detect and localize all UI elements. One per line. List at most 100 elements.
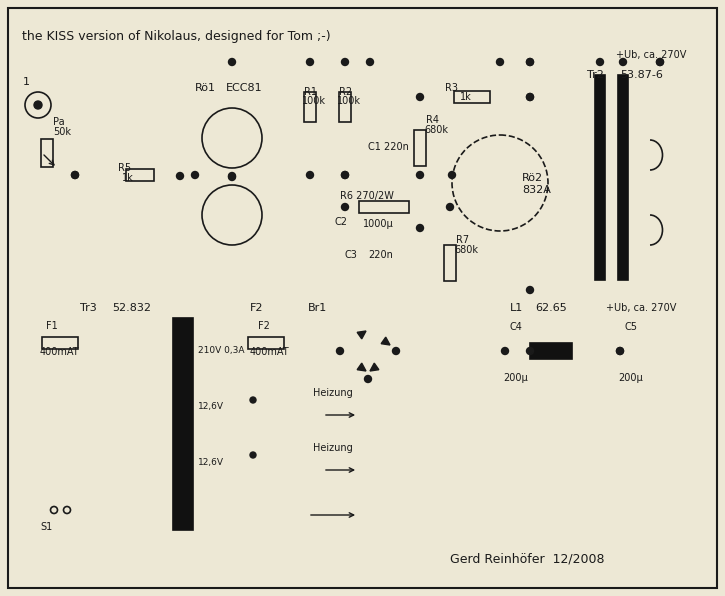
Circle shape <box>341 172 349 178</box>
Circle shape <box>447 203 454 210</box>
Text: 1000µ: 1000µ <box>363 219 394 229</box>
Circle shape <box>72 172 78 178</box>
Circle shape <box>526 58 534 66</box>
Text: R1: R1 <box>304 87 317 97</box>
Circle shape <box>228 172 236 179</box>
Bar <box>248 337 284 349</box>
Polygon shape <box>357 363 366 371</box>
Bar <box>304 92 316 122</box>
Circle shape <box>34 101 42 109</box>
Text: Tr2: Tr2 <box>587 70 604 80</box>
Text: F2: F2 <box>250 303 263 313</box>
Polygon shape <box>370 363 379 371</box>
Text: Heizung: Heizung <box>313 443 353 453</box>
Text: 50k: 50k <box>53 127 71 137</box>
Circle shape <box>72 172 78 178</box>
Text: Heizung: Heizung <box>313 388 353 398</box>
Text: 680k: 680k <box>454 245 478 255</box>
Text: R2: R2 <box>339 87 352 97</box>
Circle shape <box>341 58 349 66</box>
Polygon shape <box>381 337 390 345</box>
Text: R5: R5 <box>118 163 131 173</box>
Text: C3: C3 <box>345 250 358 260</box>
Text: Br1: Br1 <box>308 303 327 313</box>
Bar <box>173 318 193 530</box>
Circle shape <box>497 58 503 66</box>
Circle shape <box>416 225 423 231</box>
Circle shape <box>228 173 236 181</box>
Text: F2: F2 <box>258 321 270 331</box>
Circle shape <box>416 172 423 178</box>
Text: R4: R4 <box>426 115 439 125</box>
Circle shape <box>392 347 399 355</box>
Bar <box>618 75 628 280</box>
Circle shape <box>657 58 663 66</box>
Text: R3: R3 <box>445 83 458 93</box>
Circle shape <box>526 347 534 355</box>
Text: +Ub, ca. 270V: +Ub, ca. 270V <box>616 50 687 60</box>
Circle shape <box>616 347 624 355</box>
Text: ECC81: ECC81 <box>226 83 262 93</box>
Circle shape <box>365 375 371 383</box>
Circle shape <box>616 347 624 355</box>
Text: S1: S1 <box>40 522 52 532</box>
Bar <box>414 130 426 166</box>
Bar <box>359 201 409 213</box>
Text: 100k: 100k <box>302 96 326 106</box>
Text: 1k: 1k <box>460 92 472 102</box>
Text: 12,6V: 12,6V <box>198 458 224 467</box>
Bar <box>41 139 53 167</box>
Circle shape <box>336 347 344 355</box>
Text: Tr3: Tr3 <box>80 303 96 313</box>
Circle shape <box>228 58 236 66</box>
Circle shape <box>526 94 534 101</box>
Text: Gerd Reinhöfer  12/2008: Gerd Reinhöfer 12/2008 <box>450 552 605 565</box>
Text: L1: L1 <box>510 303 523 313</box>
Text: 12,6V: 12,6V <box>198 402 224 411</box>
Text: 52.832: 52.832 <box>112 303 151 313</box>
Circle shape <box>176 172 183 179</box>
Text: 400mAT: 400mAT <box>250 347 289 357</box>
Text: 200µ: 200µ <box>503 373 528 383</box>
Circle shape <box>341 172 349 178</box>
Bar <box>42 337 78 349</box>
Circle shape <box>250 452 256 458</box>
Text: 62.65: 62.65 <box>535 303 567 313</box>
Text: C1 220n: C1 220n <box>368 142 409 152</box>
Circle shape <box>657 58 663 66</box>
Text: 1: 1 <box>23 77 30 87</box>
Circle shape <box>341 203 349 210</box>
Circle shape <box>526 287 534 293</box>
Text: 200µ: 200µ <box>618 373 643 383</box>
Text: C2: C2 <box>335 217 348 227</box>
Text: Pa: Pa <box>53 117 65 127</box>
Circle shape <box>449 172 455 178</box>
Circle shape <box>250 397 256 403</box>
Text: 100k: 100k <box>337 96 361 106</box>
Text: C5: C5 <box>625 322 638 332</box>
Text: 1k: 1k <box>122 173 133 183</box>
Circle shape <box>307 58 313 66</box>
Text: 220n: 220n <box>368 250 393 260</box>
Polygon shape <box>357 331 366 339</box>
Text: Rö1: Rö1 <box>195 83 216 93</box>
Circle shape <box>526 94 534 101</box>
Text: R7: R7 <box>456 235 469 245</box>
Text: 400mAT: 400mAT <box>40 347 80 357</box>
Text: C4: C4 <box>510 322 523 332</box>
Text: +Ub, ca. 270V: +Ub, ca. 270V <box>606 303 676 313</box>
Bar <box>339 92 351 122</box>
Circle shape <box>502 347 508 355</box>
Bar <box>595 75 605 280</box>
Circle shape <box>416 94 423 101</box>
Circle shape <box>307 172 313 178</box>
Text: R6 270/2W: R6 270/2W <box>340 191 394 201</box>
Text: F1: F1 <box>46 321 58 331</box>
Bar <box>530 343 572 359</box>
Circle shape <box>191 172 199 178</box>
Text: 680k: 680k <box>424 125 448 135</box>
Text: the KISS version of Nikolaus, designed for Tom ;-): the KISS version of Nikolaus, designed f… <box>22 30 331 43</box>
Text: 210V 0,3A: 210V 0,3A <box>198 346 244 355</box>
Text: Rö2: Rö2 <box>522 173 543 183</box>
Text: 832A: 832A <box>522 185 551 195</box>
